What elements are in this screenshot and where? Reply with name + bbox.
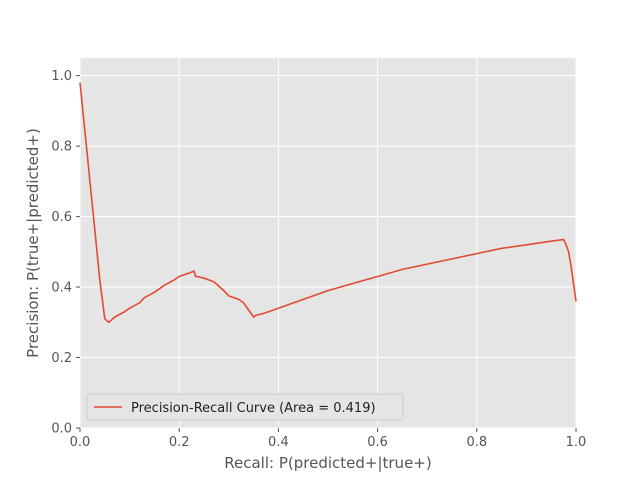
y-tick-label: 0.0 — [51, 422, 72, 437]
legend-box — [86, 393, 404, 421]
y-tick-label: 0.4 — [51, 281, 72, 296]
x-tick-label: 0.2 — [169, 435, 190, 450]
y-tick-label: 0.6 — [51, 210, 72, 225]
x-tick-label: 0.6 — [367, 435, 388, 450]
x-tick-label: 1.0 — [566, 435, 587, 450]
legend: Precision-Recall Curve (Area = 0.419) — [86, 393, 404, 421]
axis-ticks: 0.0 0.2 0.4 0.6 0.8 1.0 0.0 0.2 0.4 0.6 0.8 1.0 — [51, 69, 586, 450]
legend-label: Precision-Recall Curve (Area = 0.419) — [131, 401, 376, 416]
series-line-precision-recall — [79, 82, 577, 324]
y-axis-label: Precision: P(true+|predicted+) — [24, 128, 42, 358]
y-tick-label: 0.8 — [51, 140, 72, 155]
grid-lines — [79, 58, 577, 429]
x-tick-label: 0.4 — [268, 435, 289, 450]
x-tick-label: 0.0 — [70, 435, 91, 450]
x-axis-label: Recall: P(predicted+|true+) — [224, 454, 431, 472]
plot-background — [80, 58, 576, 428]
y-tick-label: 1.0 — [51, 69, 72, 84]
y-tick-label: 0.2 — [51, 351, 72, 366]
x-tick-label: 0.8 — [466, 435, 487, 450]
